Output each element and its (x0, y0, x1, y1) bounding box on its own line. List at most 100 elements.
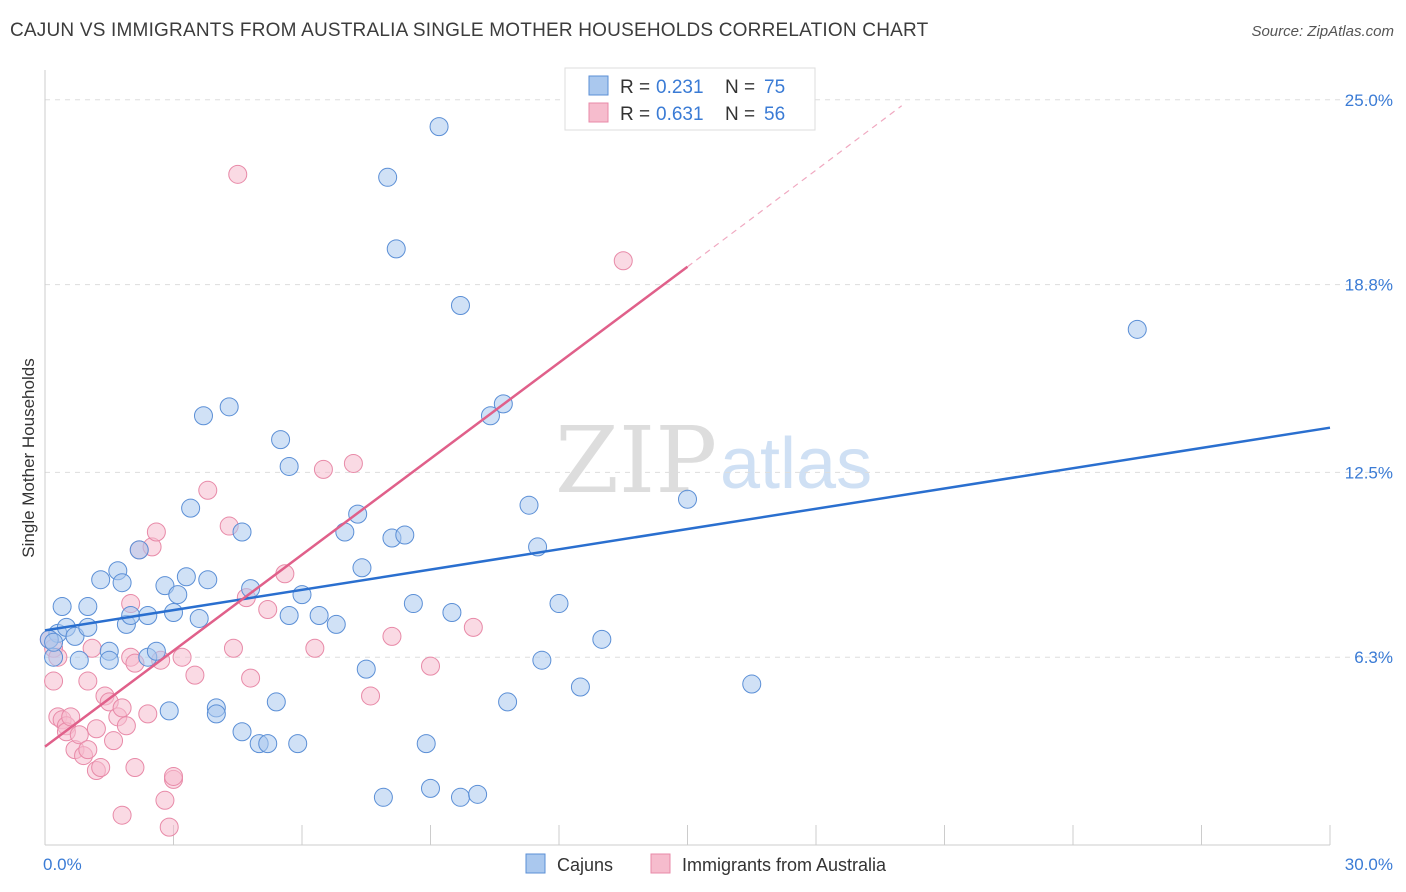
immigrants-trend-line (44, 265, 689, 748)
legend-n-label-1: N = (725, 77, 755, 98)
immigrants-point (104, 731, 124, 751)
immigrants-point (361, 686, 381, 706)
immigrants-point (112, 698, 132, 718)
bottom-legend-cajuns: Cajuns (557, 855, 613, 875)
cajuns-point (386, 239, 406, 259)
legend-r-label-1: R = (620, 77, 650, 98)
immigrants-point (78, 740, 98, 760)
cajuns-point (421, 778, 440, 798)
cajuns-point (429, 117, 449, 137)
bottom-legend-swatch-cajuns (525, 853, 546, 874)
immigrants-point (138, 704, 158, 724)
cajuns-point (532, 650, 552, 670)
cajuns-point (335, 522, 355, 542)
chart-title: CAJUN VS IMMIGRANTS FROM AUSTRALIA SINGL… (10, 20, 929, 41)
bottom-legend-swatch-immigrants (650, 853, 671, 874)
cajuns-point (395, 525, 415, 545)
immigrants-point (155, 790, 175, 810)
y-tick-label: 18.8% (1345, 276, 1393, 295)
cajuns-point (69, 650, 89, 670)
immigrants-trend-extension (687, 105, 903, 268)
cajuns-trend-line (44, 426, 1331, 632)
cajuns-point (271, 430, 291, 450)
immigrants-point (382, 626, 402, 646)
gridlines (45, 99, 1395, 658)
y-tick-label: 25.0% (1345, 91, 1393, 110)
immigrants-point (223, 638, 243, 658)
immigrants-point (112, 805, 132, 825)
immigrants-point (164, 766, 183, 786)
cajuns-point (356, 659, 376, 679)
immigrants-point (61, 707, 81, 727)
cajuns-point (498, 692, 518, 712)
cajuns-point (742, 674, 762, 694)
cajuns-point (52, 597, 72, 617)
immigrants-points (39, 164, 633, 837)
cajuns-point (450, 787, 470, 807)
immigrants-point (241, 668, 261, 688)
legend-r-value-2: 0.631 (656, 104, 704, 125)
cajuns-point (549, 594, 569, 614)
cajuns-point (592, 629, 612, 649)
legend-box: R = 0.231 N = 75 R = 0.631 N = 56 (564, 67, 816, 131)
cajuns-point (279, 456, 299, 476)
immigrants-point (228, 164, 248, 184)
cajuns-point (44, 632, 64, 652)
cajuns-point (189, 608, 209, 628)
watermark: ZIP atlas (555, 407, 872, 514)
legend-swatch-immigrants (588, 102, 609, 123)
legend-n-value-1: 75 (764, 77, 785, 98)
bottom-legend: Cajuns Immigrants from Australia (525, 853, 887, 875)
cajuns-point (99, 650, 119, 670)
cajuns-point (326, 614, 346, 634)
source-label: Source: ZipAtlas.com (1251, 23, 1394, 40)
cajuns-point (176, 567, 196, 587)
cajuns-point (168, 585, 188, 605)
immigrants-point (463, 617, 483, 637)
legend-n-label-2: N = (725, 104, 755, 125)
cajuns-point (159, 701, 179, 721)
cajuns-point (450, 295, 470, 315)
cajuns-point (352, 558, 372, 578)
cajuns-point (198, 570, 218, 590)
cajuns-point (206, 704, 226, 724)
cajuns-points (39, 117, 1147, 807)
immigrants-point (69, 725, 89, 745)
x-tick-label-min: 0.0% (43, 855, 82, 874)
cajuns-point (678, 489, 697, 509)
immigrants-point (125, 758, 145, 777)
immigrants-point (185, 665, 205, 685)
immigrants-point (172, 647, 192, 667)
watermark-atlas: atlas (720, 424, 872, 504)
legend-r-label-2: R = (620, 104, 650, 125)
cajuns-point (519, 495, 539, 515)
immigrants-point (313, 459, 333, 479)
cajuns-point (193, 406, 213, 426)
legend-r-value-1: 0.231 (656, 77, 704, 98)
cajuns-point (1127, 319, 1147, 339)
immigrants-point (421, 656, 440, 676)
cajuns-point (232, 522, 252, 542)
x-tick-labels: 0.0% 30.0% (43, 855, 1393, 874)
cajuns-point (468, 784, 488, 804)
cajuns-point (112, 573, 132, 593)
immigrants-point (78, 671, 98, 691)
immigrants-point (91, 758, 111, 777)
immigrants-point (343, 453, 363, 473)
immigrants-point (44, 671, 64, 691)
immigrants-point (258, 600, 278, 620)
immigrants-point (86, 719, 106, 739)
immigrants-point (198, 480, 218, 500)
cajuns-point (570, 677, 590, 697)
cajuns-point (146, 641, 166, 661)
cajuns-point (279, 605, 299, 625)
cajuns-point (309, 605, 329, 625)
y-tick-labels: 6.3% 12.5% 18.8% 25.0% (1345, 91, 1393, 667)
cajuns-point (266, 692, 286, 712)
y-tick-label: 12.5% (1345, 463, 1393, 482)
legend-n-value-2: 56 (764, 104, 785, 125)
cajuns-point (164, 603, 183, 622)
x-tick-label-max: 30.0% (1345, 855, 1393, 874)
cajuns-point (181, 498, 201, 518)
